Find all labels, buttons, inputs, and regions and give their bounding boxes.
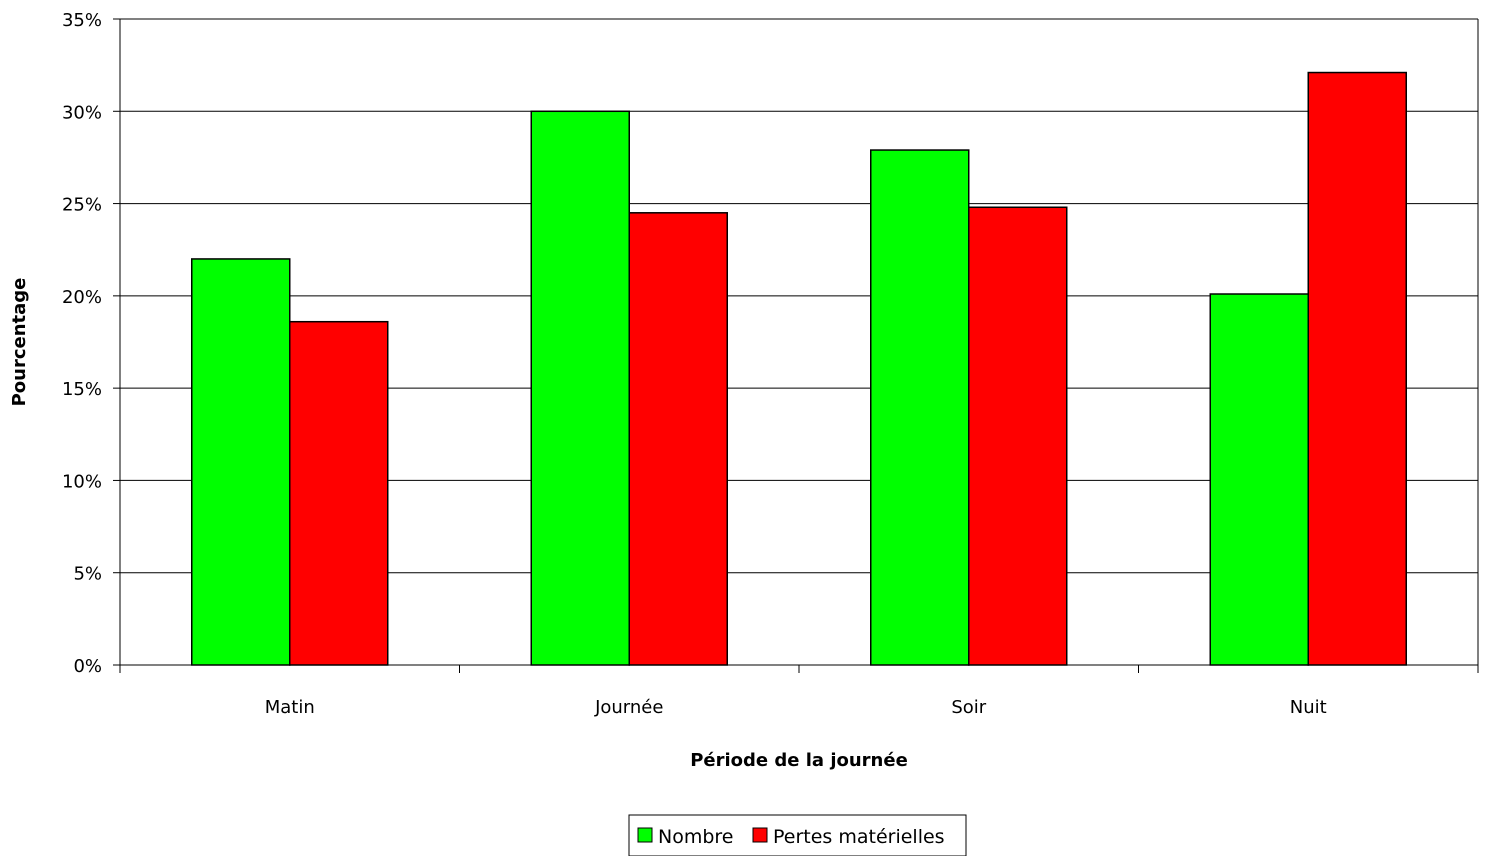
bar-pertes-mat-rielles-journ-e — [628, 212, 728, 666]
legend-frame — [628, 814, 967, 856]
legend: Nombre Pertes matérielles — [628, 814, 967, 856]
y-tick-label: 20% — [62, 287, 102, 308]
y-tick-label: 25% — [62, 195, 102, 216]
bar-pertes-mat-rielles-nuit — [1307, 71, 1407, 666]
x-tick-label: Matin — [265, 697, 315, 718]
tick-labels: 0% 5% 10% 15% 20% 25% 30% 35% Matin Journée Soir Nu… — [62, 10, 1327, 718]
bars — [191, 71, 1407, 666]
legend-swatch-nombre — [637, 827, 653, 843]
legend-label-nombre: Nombre — [658, 826, 734, 848]
bar-nombre-journ-e — [530, 110, 630, 666]
bar-nombre-soir — [870, 149, 970, 666]
y-tick-label: 35% — [62, 10, 102, 31]
y-axis-title: Pourcentage — [9, 278, 30, 407]
y-tick-label: 10% — [62, 471, 102, 492]
bar-pertes-mat-rielles-soir — [968, 206, 1068, 666]
legend-swatch-pertes — [752, 827, 768, 843]
axes — [113, 18, 1479, 673]
x-axis-title: Période de la journée — [690, 750, 908, 771]
bar-pertes-mat-rielles-matin — [289, 320, 389, 666]
y-tick-label: 15% — [62, 379, 102, 400]
legend-label-pertes: Pertes matérielles — [773, 826, 945, 848]
y-tick-label: 5% — [73, 564, 102, 585]
x-tick-label: Soir — [951, 697, 986, 718]
bar-nombre-nuit — [1209, 293, 1309, 666]
y-tick-label: 30% — [62, 102, 102, 123]
x-tick-label: Journée — [594, 697, 663, 718]
y-tick-label: 0% — [73, 656, 102, 677]
bar-nombre-matin — [191, 258, 291, 666]
x-tick-label: Nuit — [1290, 697, 1327, 718]
